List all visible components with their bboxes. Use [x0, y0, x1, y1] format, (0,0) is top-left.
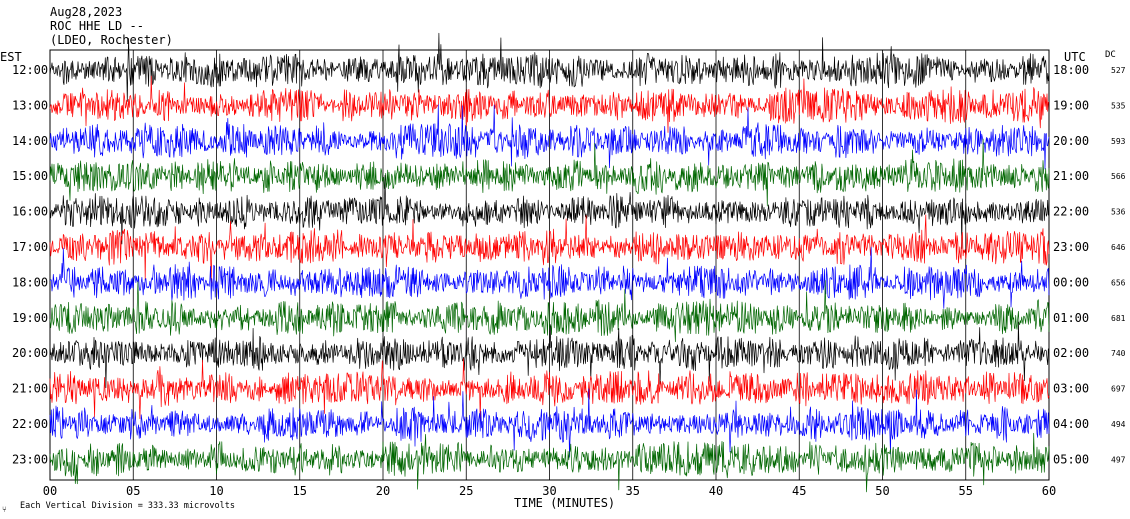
- seismic-traces: [49, 32, 1050, 493]
- dc-value: 740: [1111, 349, 1126, 358]
- dc-offset-labels: 527 535 593 566 536 646 656 681 740 697 494 497: [1111, 66, 1126, 464]
- utc-label: 02:00: [1053, 346, 1089, 360]
- utc-label: 05:00: [1053, 452, 1089, 466]
- scale-note: Each Vertical Division = 333.33 microvol…: [20, 501, 235, 511]
- trace-row-5: [49, 214, 1050, 283]
- utc-axis-label: UTC: [1064, 50, 1086, 64]
- x-tick-label: 45: [792, 484, 806, 498]
- x-axis-title: TIME (MINUTES): [514, 496, 615, 510]
- x-tick-label: 55: [959, 484, 973, 498]
- x-tick-label: 50: [875, 484, 889, 498]
- trace-row-3: [49, 138, 1050, 207]
- trace-row-2: [49, 104, 1050, 170]
- x-tick-label: 05: [126, 484, 140, 498]
- dc-value: 497: [1111, 455, 1126, 464]
- x-tick-label: 60: [1042, 484, 1056, 498]
- trace-row-7: [49, 280, 1050, 343]
- utc-label: 04:00: [1053, 417, 1089, 431]
- corner-mark: ⑂: [2, 505, 7, 514]
- utc-label: 03:00: [1053, 382, 1089, 396]
- utc-label: 19:00: [1053, 98, 1089, 112]
- est-label: 22:00: [12, 417, 48, 431]
- est-label: 15:00: [12, 169, 48, 183]
- dc-value: 593: [1111, 137, 1126, 146]
- dc-value: 681: [1111, 314, 1126, 323]
- est-label: 16:00: [12, 205, 48, 219]
- header-network: (LDEO, Rochester): [50, 33, 173, 47]
- dc-value: 527: [1111, 66, 1126, 75]
- utc-label: 21:00: [1053, 169, 1089, 183]
- x-tick-label: 35: [626, 484, 640, 498]
- x-tick-label: 25: [459, 484, 473, 498]
- utc-label: 18:00: [1053, 63, 1089, 77]
- dc-value: 697: [1111, 385, 1126, 394]
- trace-row-9: [49, 358, 1050, 422]
- est-label: 19:00: [12, 311, 48, 325]
- est-hour-labels: 12:00 13:00 14:00 15:00 16:00 17:00 18:00 19:00…: [12, 63, 48, 466]
- est-label: 20:00: [12, 346, 48, 360]
- est-label: 23:00: [12, 452, 48, 466]
- est-label: 12:00: [12, 63, 48, 77]
- time-gridlines: [132, 50, 967, 480]
- x-tick-label: 40: [709, 484, 723, 498]
- utc-label: 01:00: [1053, 311, 1089, 325]
- trace-row-0: [49, 32, 1050, 102]
- trace-row-6: [49, 246, 1050, 309]
- x-tick-label: 00: [43, 484, 57, 498]
- trace-row-8: [49, 321, 1050, 389]
- est-label: 21:00: [12, 382, 48, 396]
- x-tick-label: 15: [293, 484, 307, 498]
- utc-hour-labels: 18:00 19:00 20:00 21:00 22:00 23:00 00:00 01:00…: [1053, 63, 1089, 466]
- dc-axis-label: DC: [1105, 50, 1116, 60]
- est-label: 13:00: [12, 98, 48, 112]
- trace-row-4: [49, 175, 1050, 249]
- dc-value: 494: [1111, 420, 1126, 429]
- header-station: ROC HHE LD --: [50, 19, 144, 33]
- dc-value: 566: [1111, 172, 1126, 181]
- utc-label: 22:00: [1053, 205, 1089, 219]
- utc-label: 23:00: [1053, 240, 1089, 254]
- x-tick-label: 10: [209, 484, 223, 498]
- utc-label: 20:00: [1053, 134, 1089, 148]
- x-tick-label: 30: [542, 484, 556, 498]
- est-axis-label: EST: [0, 50, 22, 64]
- utc-label: 00:00: [1053, 275, 1089, 289]
- dc-value: 656: [1111, 278, 1126, 287]
- trace-row-11: [49, 432, 1050, 493]
- dc-value: 646: [1111, 243, 1126, 252]
- trace-row-1: [49, 75, 1050, 133]
- x-tick-label: 20: [376, 484, 390, 498]
- est-label: 18:00: [12, 275, 48, 289]
- dc-value: 536: [1111, 208, 1126, 217]
- dc-value: 535: [1111, 101, 1126, 110]
- header-date: Aug28,2023: [50, 5, 122, 19]
- est-label: 14:00: [12, 134, 48, 148]
- x-tick-labels: 00 05 10 15 20 25 30 35 40 45 50 55 60: [43, 484, 1056, 498]
- est-label: 17:00: [12, 240, 48, 254]
- trace-row-10: [49, 388, 1050, 458]
